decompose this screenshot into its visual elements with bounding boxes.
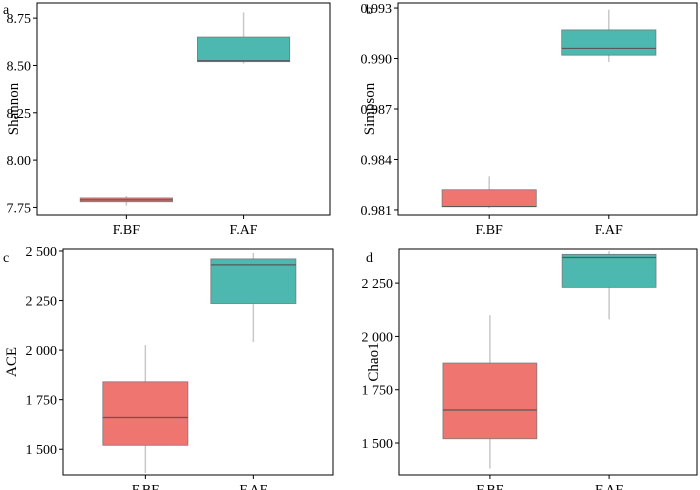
box-body [441, 189, 537, 207]
box-body [442, 362, 538, 440]
plot-frame [398, 248, 698, 476]
plot-frame [62, 248, 334, 476]
box-body [210, 258, 297, 304]
panel-letter: c [3, 251, 9, 266]
x-tick-label: F.BF [476, 483, 504, 490]
y-tick-label: 2 250 [362, 277, 394, 292]
panel-d: d Chao1 1 500 1 750 2 000 2 250 F.BF F.AF [362, 248, 698, 490]
y-axis-title: Chao1 [366, 342, 382, 381]
x-tick-label: F.BF [476, 223, 504, 238]
x-tick-label: F.BF [132, 483, 160, 490]
box-faf [210, 252, 297, 343]
box-faf [561, 251, 657, 320]
y-tick-label: 0.990 [361, 53, 393, 68]
panel-letter: b [366, 3, 373, 18]
box-body [102, 381, 189, 446]
y-tick-label: 1 750 [26, 394, 58, 409]
x-tick-label: F.AF [595, 223, 623, 238]
y-tick-label: 1 500 [26, 443, 58, 458]
y-axis-title: ACE [4, 347, 20, 377]
panel-b: b Simpson 0.981 0.984 0.987 0.990 0.993 F.BF F.A… [361, 2, 698, 238]
y-tick-label: 2 500 [26, 245, 58, 260]
y-tick-label: 8.50 [7, 59, 32, 74]
y-tick-label: 8.75 [7, 12, 32, 27]
y-tick-label: 1 500 [362, 437, 394, 452]
panel-letter: d [366, 251, 373, 266]
box-body [561, 253, 657, 288]
x-tick-label: F.AF [230, 223, 258, 238]
box-body [197, 36, 291, 63]
y-tick-label: 0.987 [361, 103, 393, 118]
box-faf [561, 9, 657, 62]
plot-frame [36, 2, 331, 216]
y-tick-label: 2 250 [26, 295, 58, 310]
y-tick-label: 7.75 [7, 201, 32, 216]
panel-letter: a [3, 3, 10, 18]
y-tick-label: 1 750 [362, 384, 394, 399]
y-axis-title: Shannon [6, 82, 22, 135]
box-fbf [442, 315, 538, 469]
box-fbf [441, 176, 537, 209]
y-tick-label: 2 000 [26, 344, 58, 359]
x-tick-label: F.AF [239, 483, 267, 490]
y-tick-label: 0.984 [361, 153, 393, 168]
y-tick-label: 0.981 [361, 204, 393, 219]
panel-c: c ACE 1 500 1 750 2 000 2 250 2 500 F.BF F.AF [3, 245, 334, 490]
plot-frame [397, 2, 698, 216]
box-faf [197, 12, 291, 64]
box-fbf [102, 345, 189, 474]
box-fbf [79, 196, 173, 206]
x-tick-label: F.AF [595, 483, 623, 490]
y-tick-label: 2 000 [362, 330, 394, 345]
box-body [561, 29, 657, 56]
panel-a: a Shannon 7.75 8.00 8.25 8.50 8.75 F.BF F.AF [3, 2, 331, 238]
x-tick-label: F.BF [113, 223, 141, 238]
y-axis-title: Simpson [362, 82, 378, 135]
y-tick-label: 0.993 [361, 2, 393, 17]
y-tick-label: 8.25 [7, 107, 32, 122]
y-tick-label: 8.00 [7, 154, 32, 169]
